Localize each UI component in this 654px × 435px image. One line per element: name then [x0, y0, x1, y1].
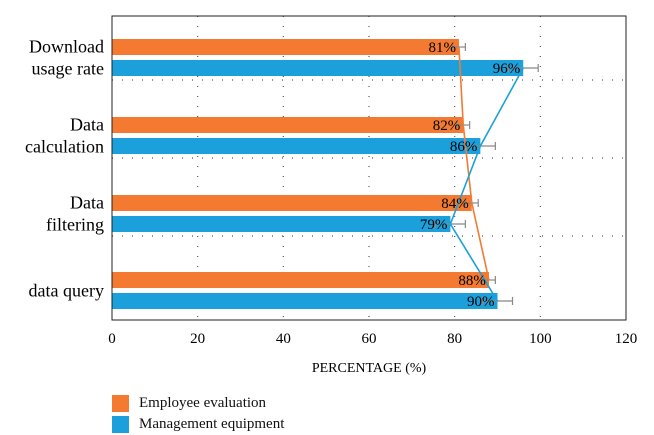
legend: Employee evaluation Management equipment: [112, 393, 284, 435]
legend-item-management: Management equipment: [112, 414, 284, 435]
x-tick-label: 0: [108, 331, 116, 347]
data-labels-layer: 81% 82% 84% 88% 96% 86% 79% 90%: [420, 40, 520, 310]
legend-swatch-employee: [112, 395, 129, 412]
x-tick-label: 40: [276, 331, 291, 347]
data-label: 81%: [428, 40, 456, 56]
bar: [112, 293, 498, 309]
bar: [112, 272, 489, 288]
x-tick-label: 100: [529, 331, 552, 347]
legend-label-management: Management equipment: [139, 416, 285, 432]
category-label: Data: [70, 115, 104, 135]
bar: [112, 60, 524, 76]
data-label: 84%: [441, 196, 469, 212]
x-tick-labels: 0 20 40 60 80 100 120: [108, 331, 637, 347]
x-tick-label: 60: [362, 331, 377, 347]
data-label: 88%: [458, 273, 486, 289]
legend-swatch-management: [112, 416, 129, 433]
bar: [112, 195, 472, 211]
legend-label-employee: Employee evaluation: [139, 395, 267, 411]
x-tick-label: 20: [190, 331, 205, 347]
bar: [112, 216, 451, 232]
x-axis-title: PERCENTAGE (%): [312, 361, 427, 376]
data-label: 82%: [433, 118, 461, 134]
bars-layer: [112, 39, 524, 309]
trend-line: [458, 46, 490, 281]
category-label: calculation: [25, 137, 104, 157]
error-bars-layer: [434, 43, 539, 305]
legend-item-employee: Employee evaluation: [112, 393, 284, 414]
trend-lines-layer: [449, 46, 524, 302]
plot-frame: [111, 15, 627, 321]
trend-line: [449, 67, 524, 302]
data-label: 86%: [450, 139, 478, 155]
data-label: 79%: [420, 217, 448, 233]
category-label: usage rate: [32, 59, 104, 79]
category-label: Download: [29, 37, 104, 57]
category-label: Data: [70, 193, 104, 213]
category-label: filtering: [46, 215, 104, 235]
bar: [112, 117, 464, 133]
x-tick-label: 80: [447, 331, 462, 347]
data-label: 90%: [467, 294, 495, 310]
data-label: 96%: [493, 61, 521, 77]
bar: [112, 138, 481, 154]
category-label: data query: [29, 281, 104, 301]
x-tick-label: 120: [615, 331, 638, 347]
bar: [112, 39, 459, 55]
